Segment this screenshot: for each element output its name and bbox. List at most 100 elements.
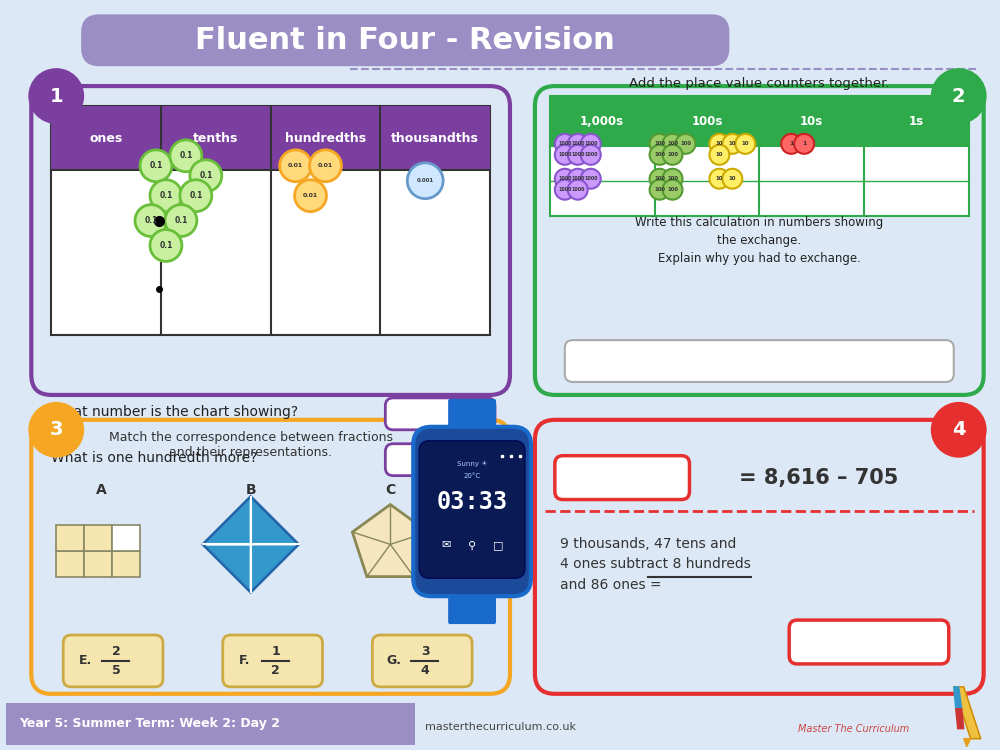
FancyBboxPatch shape (555, 456, 689, 500)
Text: 1: 1 (802, 141, 806, 146)
Circle shape (555, 145, 575, 165)
Text: 10s: 10s (800, 115, 823, 128)
Circle shape (568, 169, 588, 189)
Text: 5: 5 (112, 664, 120, 677)
Text: 1: 1 (49, 86, 63, 106)
Circle shape (310, 150, 341, 182)
Text: 9 thousands, 47 tens and
4 ones subtract 8 hundreds
and 86 ones =: 9 thousands, 47 tens and 4 ones subtract… (560, 537, 751, 592)
Polygon shape (954, 687, 981, 739)
Circle shape (663, 134, 682, 154)
Text: F.: F. (239, 655, 250, 668)
Text: 1: 1 (271, 646, 280, 658)
Text: 1000: 1000 (558, 141, 572, 146)
Text: 100: 100 (667, 141, 678, 146)
FancyBboxPatch shape (789, 620, 949, 664)
Circle shape (150, 230, 182, 262)
Text: 0.01: 0.01 (318, 164, 333, 168)
Text: 0.1: 0.1 (159, 191, 173, 200)
Text: ones: ones (89, 131, 123, 145)
Text: 1: 1 (789, 141, 793, 146)
Text: 0.1: 0.1 (149, 161, 163, 170)
Text: 1000: 1000 (584, 176, 597, 182)
Text: 0.1: 0.1 (189, 191, 203, 200)
Circle shape (568, 134, 588, 154)
Text: 100: 100 (667, 152, 678, 157)
Circle shape (170, 140, 202, 172)
Text: A: A (96, 482, 106, 496)
Text: 0.01: 0.01 (303, 194, 318, 198)
Polygon shape (203, 496, 251, 544)
Text: 10: 10 (716, 152, 723, 157)
Bar (56, 526, 84, 551)
FancyBboxPatch shape (448, 592, 496, 624)
Text: 100: 100 (667, 188, 678, 192)
Circle shape (722, 169, 742, 189)
Text: 100: 100 (654, 188, 665, 192)
FancyBboxPatch shape (419, 441, 525, 578)
Text: 0.1: 0.1 (174, 216, 188, 225)
Text: 10: 10 (729, 141, 736, 146)
Text: 10: 10 (742, 141, 749, 146)
Circle shape (28, 402, 84, 457)
Text: 1000: 1000 (571, 176, 585, 182)
Circle shape (650, 145, 670, 165)
Text: 100: 100 (654, 141, 665, 146)
Text: ✉: ✉ (441, 540, 451, 550)
Circle shape (568, 180, 588, 200)
Polygon shape (964, 739, 971, 746)
Circle shape (735, 134, 755, 154)
Bar (6, 703, 415, 745)
Text: 100: 100 (654, 152, 665, 157)
Circle shape (140, 150, 172, 182)
Text: 0.1: 0.1 (199, 171, 213, 180)
FancyBboxPatch shape (372, 635, 472, 687)
Circle shape (295, 180, 326, 212)
Circle shape (709, 145, 729, 165)
FancyBboxPatch shape (385, 444, 495, 476)
Text: C: C (385, 482, 395, 496)
Text: tenths: tenths (193, 131, 238, 145)
Text: 1000: 1000 (584, 141, 597, 146)
Text: 1000: 1000 (558, 152, 572, 157)
Polygon shape (352, 505, 428, 577)
Circle shape (709, 169, 729, 189)
Circle shape (280, 150, 312, 182)
Bar (51, 106, 490, 335)
FancyBboxPatch shape (535, 86, 984, 395)
Text: 1000: 1000 (571, 188, 585, 192)
Text: thousandths: thousandths (391, 131, 479, 145)
Circle shape (581, 145, 601, 165)
FancyBboxPatch shape (31, 420, 510, 694)
Text: 4: 4 (952, 420, 966, 440)
Polygon shape (956, 709, 964, 729)
Text: Write this calculation in numbers showing
the exchange.
Explain why you had to e: Write this calculation in numbers showin… (635, 216, 883, 265)
Text: Fluent in Four - Revision: Fluent in Four - Revision (195, 26, 615, 55)
Circle shape (407, 163, 443, 199)
Text: 1000: 1000 (558, 188, 572, 192)
Text: □: □ (493, 540, 503, 550)
FancyBboxPatch shape (63, 635, 163, 687)
FancyBboxPatch shape (448, 399, 496, 430)
Text: 2: 2 (271, 664, 280, 677)
FancyBboxPatch shape (81, 14, 729, 66)
Text: 1000: 1000 (584, 152, 597, 157)
Circle shape (650, 169, 670, 189)
Circle shape (709, 134, 729, 154)
Circle shape (28, 68, 84, 124)
Polygon shape (203, 544, 251, 592)
Text: E.: E. (79, 655, 92, 668)
Circle shape (722, 134, 742, 154)
Circle shape (165, 205, 197, 236)
Text: 100s: 100s (691, 115, 723, 128)
Polygon shape (954, 687, 962, 709)
Bar (84, 551, 112, 578)
Text: 100: 100 (667, 176, 678, 182)
Text: 0.001: 0.001 (417, 178, 434, 183)
Text: 10: 10 (729, 176, 736, 182)
Text: 2: 2 (112, 646, 120, 658)
Text: Add the place value counters together.: Add the place value counters together. (629, 76, 890, 89)
Circle shape (663, 169, 682, 189)
Text: 1000: 1000 (558, 176, 572, 182)
Text: 10: 10 (716, 141, 723, 146)
Text: 20°C: 20°C (464, 472, 481, 478)
